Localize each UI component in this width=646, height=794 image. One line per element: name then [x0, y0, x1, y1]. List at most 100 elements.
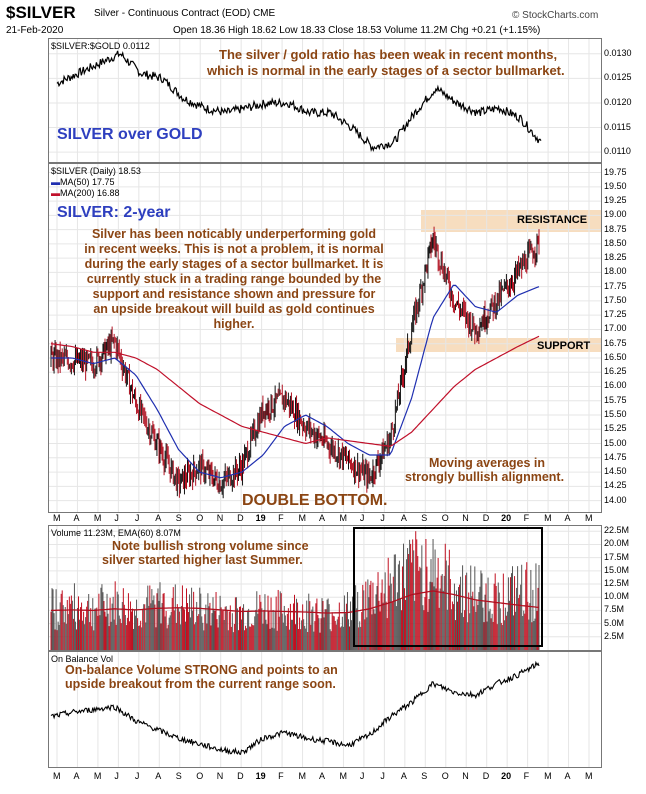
y-tick-label: 12.5M [604, 578, 630, 589]
y-tick-label: 19.50 [604, 180, 627, 191]
y-tick-label: 15.50 [604, 409, 627, 420]
obv-note-1: On-balance Volume STRONG and points to a… [65, 663, 338, 677]
ma-note-1: Moving averages in [429, 456, 546, 470]
y-tick-label: 10.0M [604, 591, 630, 602]
x-tick-label: A [564, 771, 571, 781]
obv-line [50, 660, 540, 756]
ma50-line [51, 284, 540, 479]
x-tick-label: A [564, 513, 571, 523]
x-tick-label: O [196, 513, 204, 523]
ratio-annotation-1: The silver / gold ratio has been weak in… [219, 47, 558, 62]
ratio-plot [49, 39, 601, 162]
price-plot [49, 164, 601, 512]
y-tick-label: 20.0M [604, 538, 630, 549]
y-tick-label: 16.00 [604, 380, 627, 391]
y-tick-label: 17.25 [604, 309, 627, 320]
y-tick-label: 17.5M [604, 551, 630, 562]
x-tick-label: S [175, 513, 182, 523]
x-tick-label: A [319, 513, 326, 523]
y-tick-label: 16.25 [604, 366, 627, 377]
y-tick-label: 17.00 [604, 323, 627, 334]
x-tick-label: S [421, 513, 428, 523]
price-comment-line: currently stuck in a trading range bound… [86, 272, 382, 286]
x-tick-label: A [319, 771, 326, 781]
x-tick-label: S [175, 771, 182, 781]
x-tick-label: D [237, 771, 244, 781]
obv-note-2: upside breakout from the current range s… [65, 677, 336, 691]
x-tick-label: J [359, 513, 365, 523]
x-tick-label: M [544, 513, 552, 523]
y-tick-label: 15.0M [604, 564, 630, 575]
volume-plot [49, 526, 601, 650]
double-bottom-label: DOUBLE BOTTOM. [242, 492, 388, 509]
price-comment-line: higher. [213, 317, 255, 331]
x-tick-label: D [482, 513, 490, 523]
ma-note-2: strongly bullish alignment. [405, 470, 565, 484]
x-tick-label: M [93, 513, 102, 523]
y-tick-label: 14.50 [604, 466, 627, 477]
y-tick-label: 7.5M [604, 604, 625, 615]
chart-description: Silver - Continuous Contract (EOD) CME [94, 8, 276, 19]
y-tick-label: 0.0115 [604, 121, 631, 132]
x-tick-label: J [134, 771, 140, 781]
y-tick-label: 19.00 [604, 209, 627, 220]
y-tick-label: 5.0M [604, 617, 625, 628]
y-tick-label: 2.5M [604, 630, 625, 641]
x-tick-label: A [155, 513, 162, 523]
volume-ema-line [51, 590, 540, 614]
y-tick-label: 19.75 [604, 166, 627, 177]
ratio-line [56, 50, 542, 153]
obv-plot [50, 652, 590, 767]
x-tick-label: J [114, 513, 119, 523]
price-comment-line: during the early stages of a sector bull… [84, 257, 384, 271]
x-tick-label: J [134, 513, 140, 523]
ma200-line [50, 335, 540, 447]
x-tick-label: N [216, 513, 224, 523]
volume-note-2: silver started higher last Summer. [102, 553, 303, 567]
y-tick-label: 16.75 [604, 337, 627, 348]
x-tick-label: F [523, 513, 530, 523]
y-tick-label: 19.25 [604, 195, 627, 206]
x-tick-label: F [278, 771, 284, 781]
obv-legend: On Balance Vol [51, 654, 114, 664]
y-tick-label: 0.0120 [604, 96, 632, 107]
price-legend: $SILVER (Daily) 18.53 [51, 166, 141, 176]
x-tick-label: O [441, 513, 449, 523]
volume-legend: Volume 11.23M, EMA(60) 8.07M [51, 528, 181, 538]
y-tick-label: 18.75 [604, 223, 627, 234]
support-label: SUPPORT [537, 340, 591, 352]
x-tick-label: M [298, 771, 307, 781]
y-tick-label: 18.25 [604, 252, 627, 263]
x-tick-label: M [585, 513, 593, 523]
chart-date: 21-Feb-2020 [6, 25, 64, 36]
y-tick-label: 17.75 [604, 280, 627, 291]
x-tick-label: J [114, 771, 119, 781]
x-tick-label: 20 [501, 771, 512, 781]
x-tick-label: M [544, 771, 552, 781]
y-tick-label: 0.0130 [604, 47, 632, 58]
y-tick-label: 15.00 [604, 437, 627, 448]
ratio-label: SILVER over GOLD [57, 126, 203, 143]
x-tick-label: M [93, 771, 102, 781]
x-tick-label: A [400, 513, 407, 523]
x-tick-label: N [462, 513, 469, 523]
x-tick-label: N [216, 771, 224, 781]
price-comment-line: in recent weeks. This is not a problem, … [84, 242, 384, 256]
y-tick-label: 18.50 [604, 237, 627, 248]
x-tick-label: A [73, 513, 80, 523]
x-tick-label: 20 [501, 513, 512, 523]
x-tick-label: M [53, 771, 61, 781]
x-tick-label: A [400, 771, 407, 781]
x-tick-label: M [298, 513, 307, 523]
resistance-label: RESISTANCE [517, 214, 588, 226]
y-tick-label: 18.00 [604, 266, 627, 277]
ma200-legend: ▬MA(200) 16.88 [51, 188, 120, 198]
x-tick-label: F [523, 771, 530, 781]
stockcharts-brand[interactable]: © StockCharts.com [512, 10, 599, 21]
volume-note-1: Note bullish strong volume since [112, 539, 309, 553]
x-tick-label: D [482, 771, 490, 781]
price-comment-line: an upside breakout will build as gold co… [93, 302, 375, 316]
ratio-annotation-2: which is normal in the early stages of a… [207, 63, 565, 78]
support-band [396, 338, 601, 352]
y-tick-label: 22.5M [604, 525, 630, 536]
